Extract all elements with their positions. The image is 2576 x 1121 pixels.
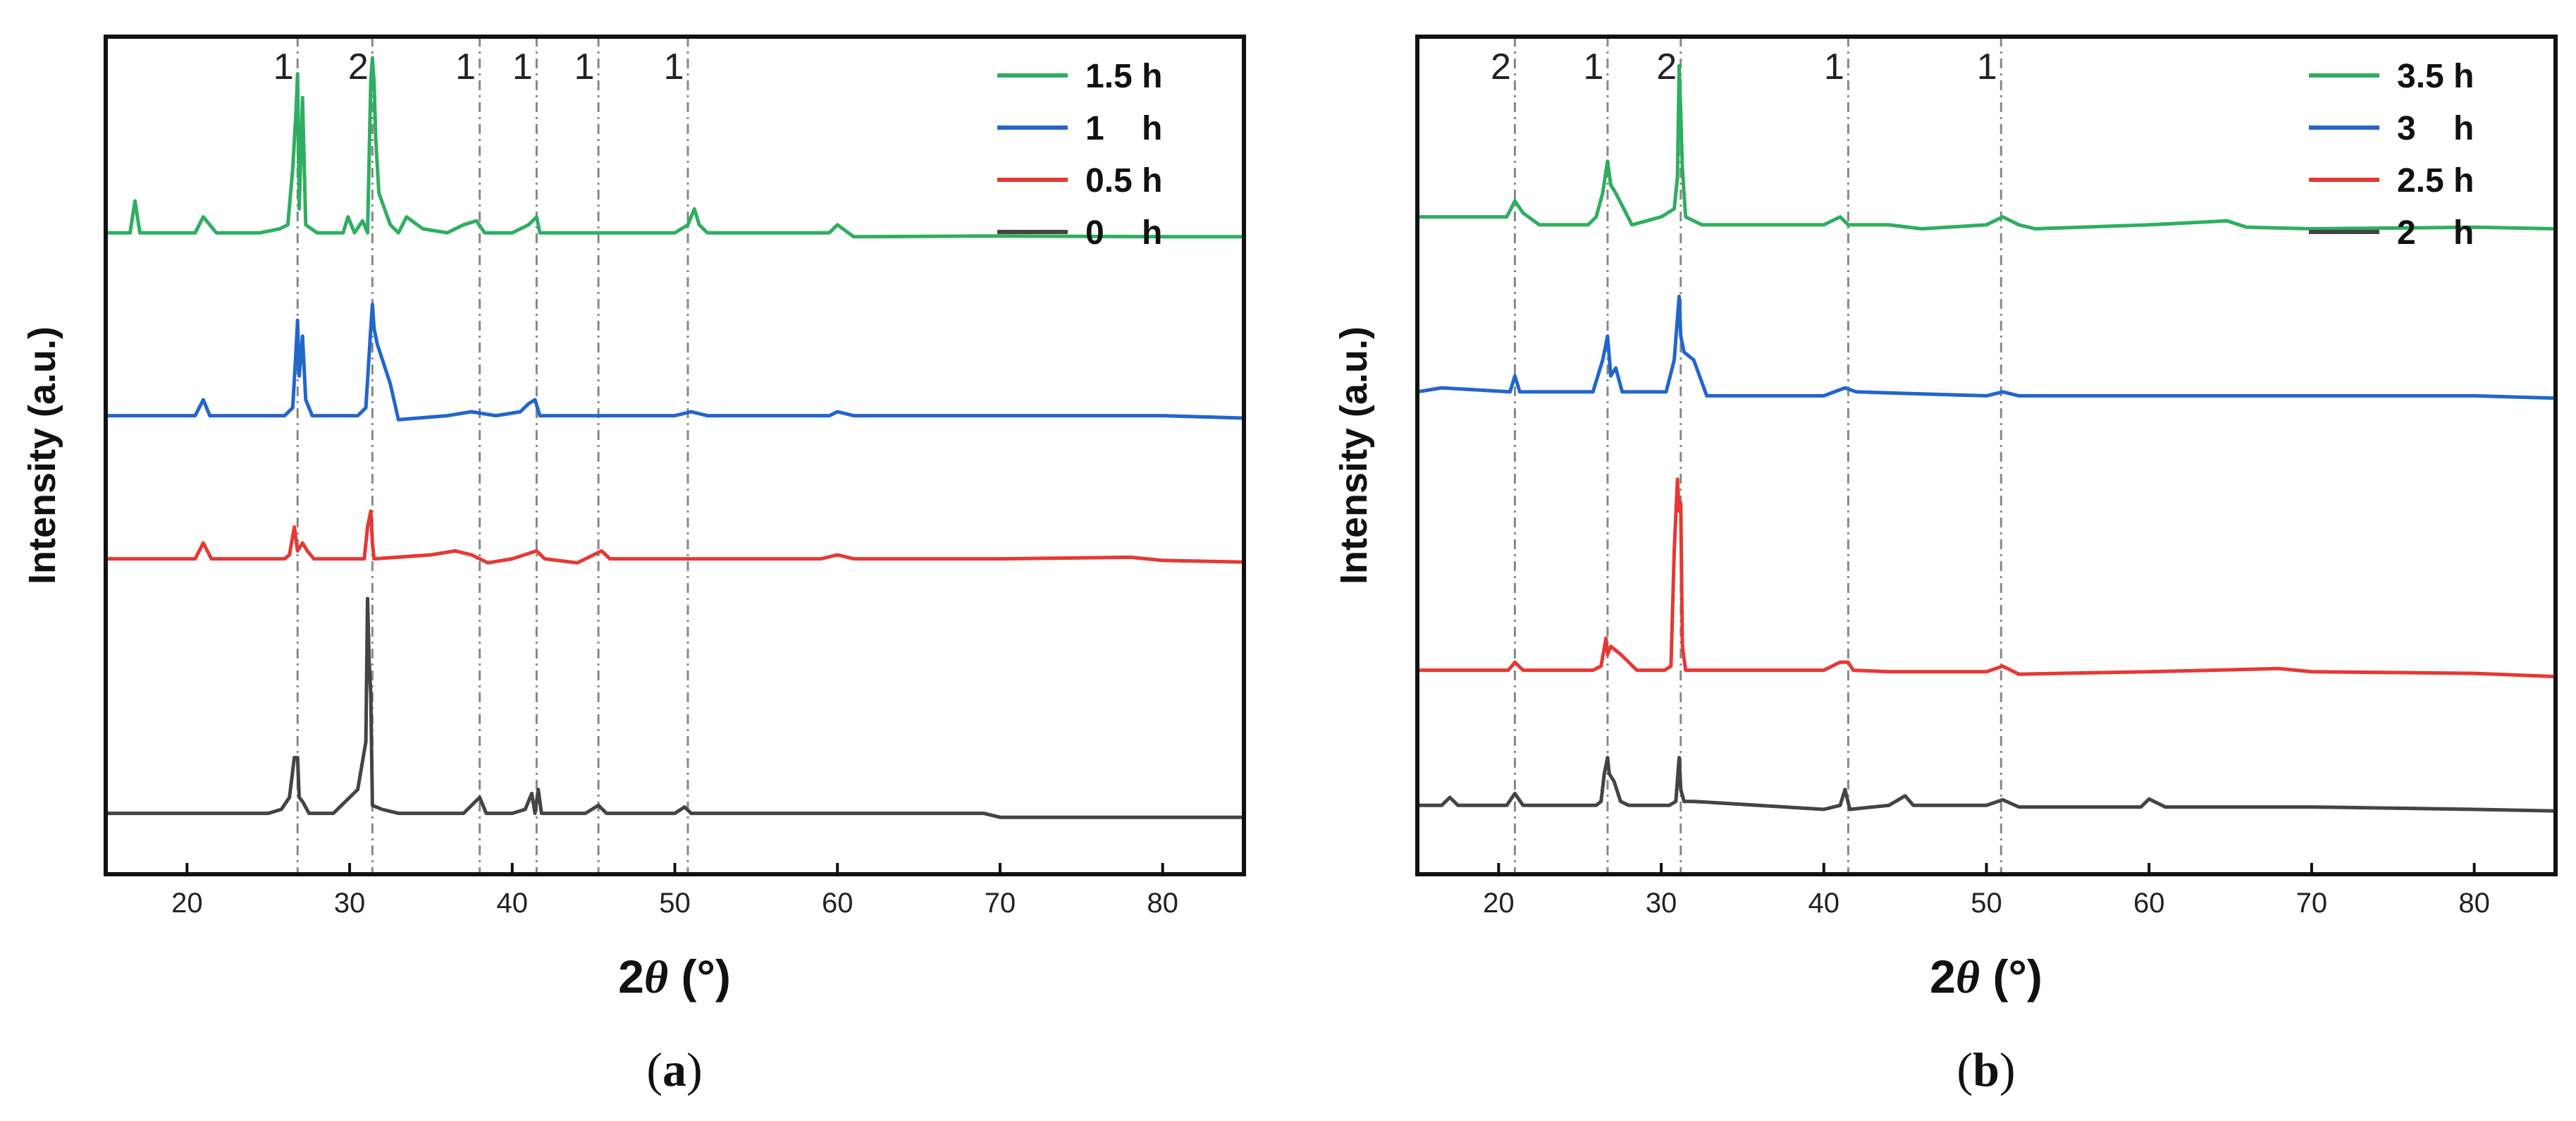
panel-label-a: (a) (646, 1043, 703, 1096)
legend-label-b-3: 2 h (2397, 214, 2474, 252)
reference-label-a-2: 1 (455, 47, 476, 87)
legend-label-b-2: 2.5 h (2397, 162, 2474, 200)
series-line-b-1 (1417, 294, 2556, 400)
series-line-b-3 (1417, 756, 2556, 813)
reference-label-b-4: 1 (1977, 47, 1997, 87)
series-line-a-0 (106, 56, 1244, 239)
x-tick-label-b-5: 70 (2296, 888, 2328, 919)
legend-label-b-0: 3.5 h (2397, 58, 2474, 95)
y-axis-label-a: Intensity (a.u.) (21, 326, 63, 584)
legend-label-a-1: 1 h (1085, 110, 1162, 147)
series-line-a-2 (106, 509, 1245, 565)
x-tick-label-b-1: 30 (1646, 888, 1677, 919)
x-tick-label-b-2: 40 (1808, 888, 1840, 919)
x-tick-label-a-5: 70 (985, 888, 1016, 919)
legend-label-a-2: 0.5 h (1085, 162, 1162, 200)
x-tick-label-a-6: 80 (1147, 888, 1178, 919)
series-line-a-3 (106, 596, 1244, 819)
reference-label-b-1: 1 (1583, 47, 1603, 87)
reference-label-a-4: 1 (574, 47, 595, 87)
x-tick-label-b-3: 50 (1971, 888, 2002, 919)
reference-label-b-0: 2 (1491, 47, 1511, 87)
reference-label-a-3: 1 (512, 47, 533, 87)
reference-label-b-3: 1 (1824, 47, 1844, 87)
x-axis-label-b: 2θ (°) (1930, 950, 2042, 1003)
x-tick-label-b-0: 20 (1483, 888, 1515, 919)
plot-frame-b (1415, 35, 2558, 876)
x-tick-label-a-3: 50 (659, 888, 691, 919)
series-line-b-0 (1417, 63, 2556, 231)
x-tick-label-a-2: 40 (497, 888, 529, 919)
series-line-b-2 (1417, 477, 2556, 679)
legend-label-a-3: 0 h (1085, 214, 1162, 252)
plot-frame-a (104, 35, 1246, 876)
reference-label-a-0: 1 (273, 47, 294, 87)
panel-label-b: (b) (1956, 1043, 2016, 1096)
x-tick-label-b-6: 80 (2458, 888, 2490, 919)
x-tick-label-a-0: 20 (171, 888, 203, 919)
x-tick-label-a-1: 30 (334, 888, 366, 919)
x-tick-label-b-4: 60 (2133, 888, 2165, 919)
y-axis-label-b: Intensity (a.u.) (1333, 326, 1375, 584)
series-line-a-1 (106, 302, 1245, 422)
reference-label-a-1: 2 (348, 47, 369, 87)
reference-label-b-2: 2 (1656, 47, 1677, 87)
x-axis-label-a: 2θ (°) (618, 950, 731, 1003)
legend-label-b-1: 3 h (2397, 110, 2474, 147)
legend-label-a-0: 1.5 h (1085, 58, 1162, 95)
x-tick-label-a-4: 60 (822, 888, 853, 919)
reference-label-a-5: 1 (663, 47, 684, 87)
